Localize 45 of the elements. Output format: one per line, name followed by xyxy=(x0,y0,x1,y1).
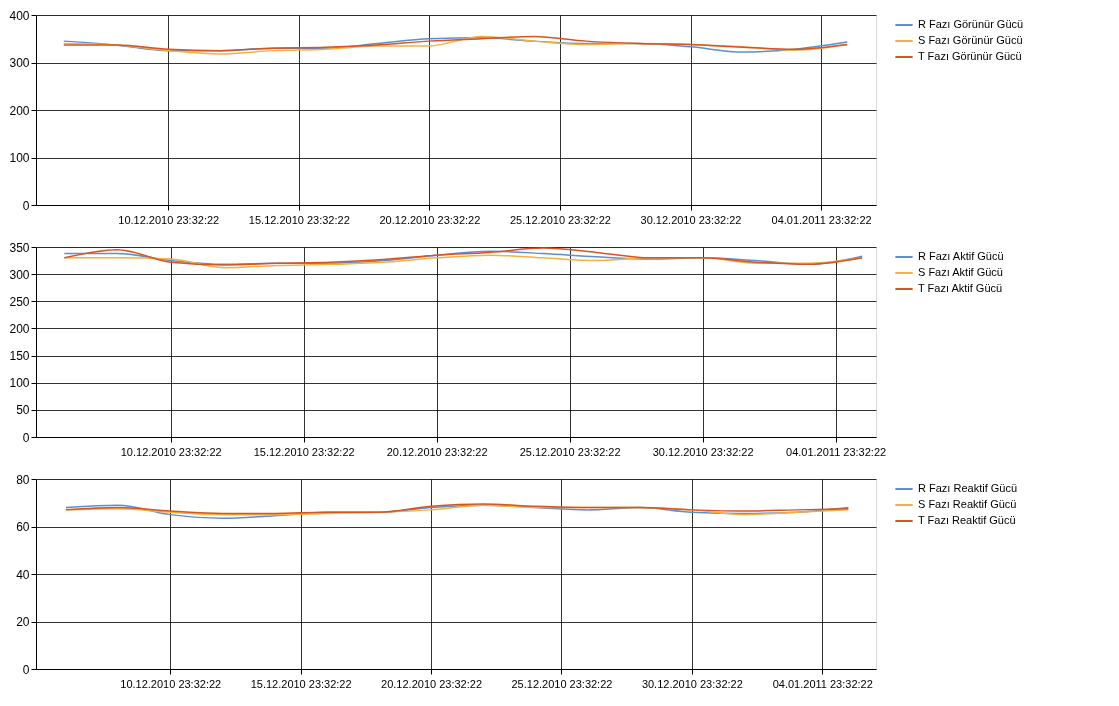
x-tick-label: 04.01.2011 23:32:22 xyxy=(771,213,872,226)
y-tick-label: 300 xyxy=(9,56,30,70)
y-tick-label: 250 xyxy=(9,294,30,309)
legend-label: S Fazı Reaktif Gücü xyxy=(918,498,1017,510)
x-tick-label: 10.12.2010 23:32:22 xyxy=(120,677,222,690)
legend-label: S Fazı Görünür Gücü xyxy=(918,34,1023,46)
x-tick-label: 25.12.2010 23:32:22 xyxy=(509,213,611,226)
x-tick-label: 10.12.2010 23:32:22 xyxy=(120,445,222,458)
y-tick-label: 50 xyxy=(16,403,30,418)
y-tick-label: 40 xyxy=(16,567,30,582)
x-tick-label: 30.12.2010 23:32:22 xyxy=(641,677,743,690)
y-tick-label: 200 xyxy=(9,103,30,118)
y-tick-label: 100 xyxy=(9,376,30,391)
y-tick-label: 0 xyxy=(22,662,30,677)
legend-label: T Fazı Reaktif Gücü xyxy=(918,514,1016,526)
y-tick-label: 20 xyxy=(16,615,30,629)
y-tick-label: 300 xyxy=(9,267,30,282)
y-tick-label: 200 xyxy=(9,321,30,336)
x-tick-label: 20.12.2010 23:32:22 xyxy=(381,677,483,690)
legend-label: R Fazı Reaktif Gücü xyxy=(918,482,1018,494)
y-tick-label: 0 xyxy=(22,430,30,445)
x-tick-label: 20.12.2010 23:32:22 xyxy=(379,213,481,226)
y-tick-label: 100 xyxy=(9,151,30,165)
x-tick-label: 30.12.2010 23:32:22 xyxy=(640,213,742,226)
legend-label: R Fazı Aktif Gücü xyxy=(918,250,1004,262)
x-tick-label: 20.12.2010 23:32:22 xyxy=(386,445,488,458)
y-tick-label: 80 xyxy=(16,472,30,487)
y-tick-label: 0 xyxy=(22,198,30,213)
legend-label: S Fazı Aktif Gücü xyxy=(918,266,1003,278)
x-tick-label: 25.12.2010 23:32:22 xyxy=(519,445,621,458)
x-tick-label: 10.12.2010 23:32:22 xyxy=(118,213,220,226)
legend-label: T Fazı Aktif Gücü xyxy=(918,282,1003,294)
y-tick-label: 60 xyxy=(16,520,30,534)
x-tick-label: 15.12.2010 23:32:22 xyxy=(250,677,352,690)
x-tick-label: 15.12.2010 23:32:22 xyxy=(253,445,355,458)
x-tick-label: 04.01.2011 23:32:22 xyxy=(772,677,873,690)
y-tick-label: 150 xyxy=(9,349,30,364)
y-tick-label: 400 xyxy=(9,8,30,23)
y-tick-label: 350 xyxy=(9,240,30,255)
x-tick-label: 25.12.2010 23:32:22 xyxy=(511,677,613,690)
legend-label: T Fazı Görünür Gücü xyxy=(918,50,1022,62)
x-tick-label: 04.01.2011 23:32:22 xyxy=(786,445,887,458)
x-tick-label: 30.12.2010 23:32:22 xyxy=(652,445,754,458)
x-tick-label: 15.12.2010 23:32:22 xyxy=(248,213,350,226)
legend-label: R Fazı Görünür Gücü xyxy=(918,18,1024,30)
